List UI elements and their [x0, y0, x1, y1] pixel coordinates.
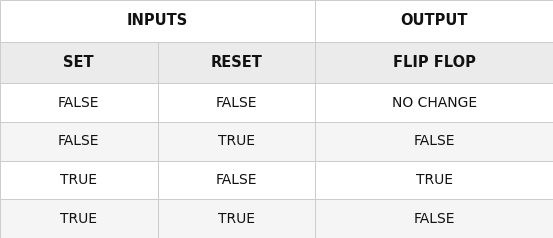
Text: TRUE: TRUE	[60, 173, 97, 187]
Bar	[158, 42, 315, 83]
Text: FALSE: FALSE	[413, 212, 455, 226]
Bar	[315, 161, 553, 199]
Text: NO CHANGE: NO CHANGE	[392, 96, 477, 110]
Text: FALSE: FALSE	[58, 134, 100, 148]
Bar	[158, 122, 315, 161]
Bar	[158, 83, 315, 122]
Text: TRUE: TRUE	[218, 212, 255, 226]
Text: FALSE: FALSE	[58, 96, 100, 110]
Bar	[315, 0, 553, 42]
Bar	[315, 42, 553, 83]
Bar	[315, 199, 553, 238]
Bar	[0, 83, 158, 122]
Text: TRUE: TRUE	[416, 173, 452, 187]
Bar	[0, 42, 158, 83]
Bar	[315, 83, 553, 122]
Text: TRUE: TRUE	[218, 134, 255, 148]
Bar	[158, 161, 315, 199]
Text: FALSE: FALSE	[216, 173, 257, 187]
Text: OUTPUT: OUTPUT	[400, 13, 468, 28]
Text: FALSE: FALSE	[413, 134, 455, 148]
Text: TRUE: TRUE	[60, 212, 97, 226]
Text: FLIP FLOP: FLIP FLOP	[393, 55, 476, 70]
Text: FALSE: FALSE	[216, 96, 257, 110]
Bar	[0, 199, 158, 238]
Bar	[0, 161, 158, 199]
Text: SET: SET	[64, 55, 94, 70]
Text: INPUTS: INPUTS	[127, 13, 188, 28]
Bar	[0, 0, 315, 42]
Bar	[0, 122, 158, 161]
Bar	[158, 199, 315, 238]
Bar	[315, 122, 553, 161]
Text: RESET: RESET	[211, 55, 262, 70]
